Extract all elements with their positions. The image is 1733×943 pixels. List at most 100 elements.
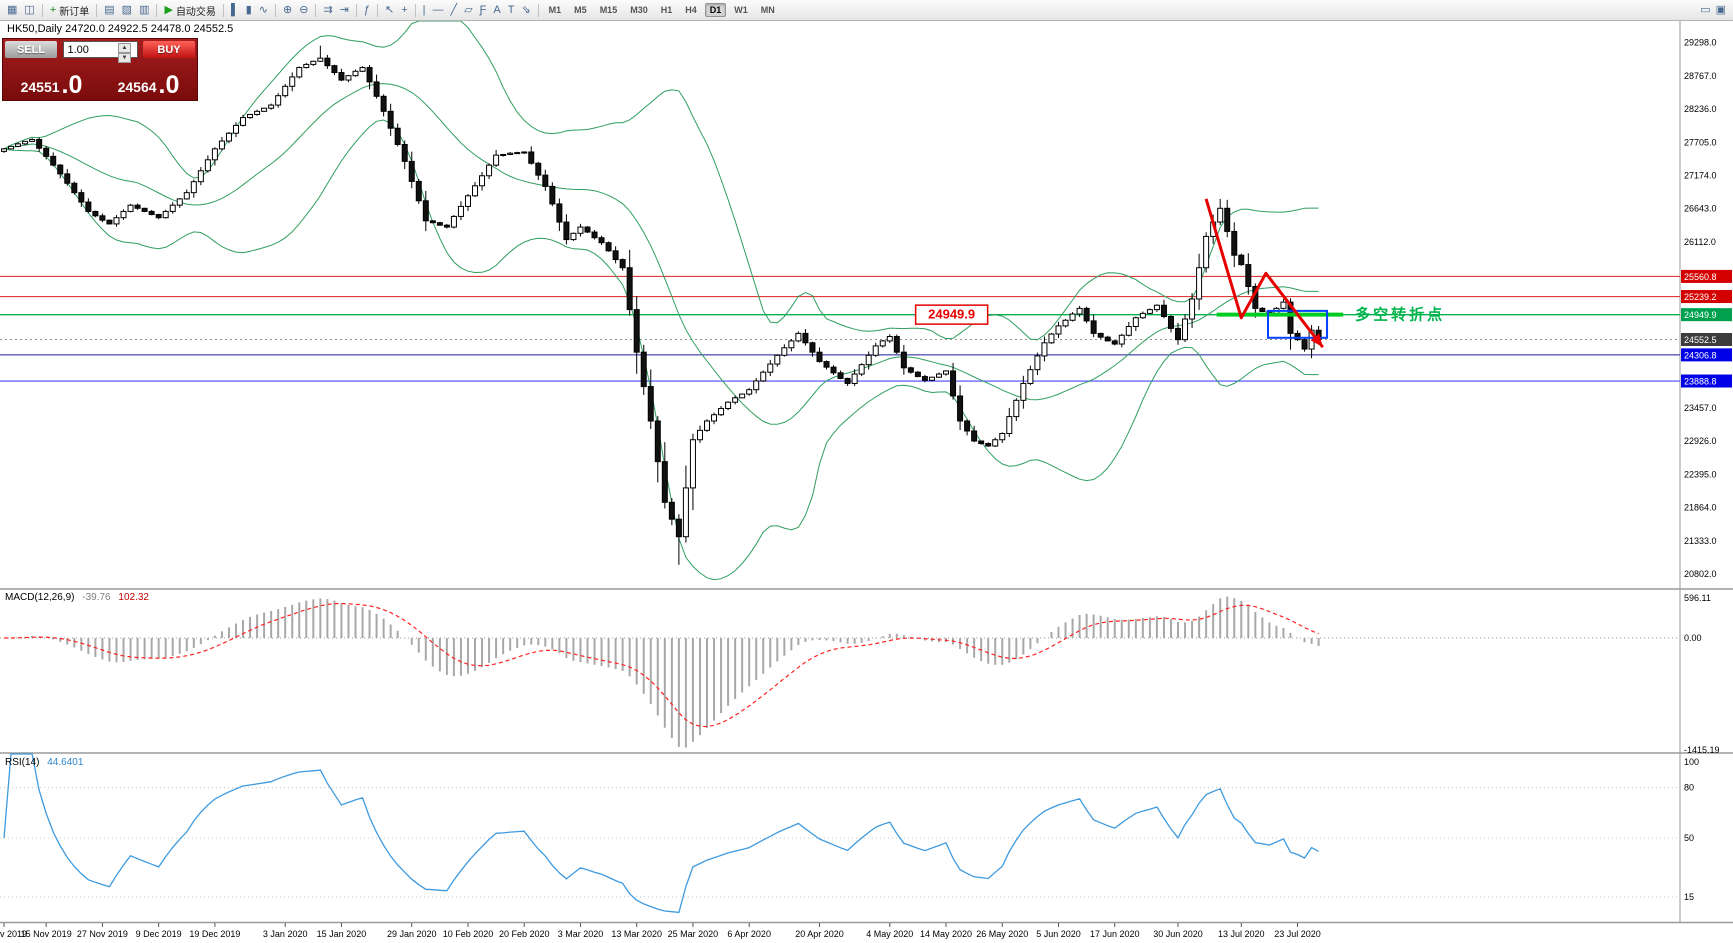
date-tick-label[interactable]: 3 Mar 2020 <box>558 929 604 939</box>
candle <box>43 147 50 157</box>
price-tag <box>1681 333 1732 346</box>
candle <box>211 148 218 161</box>
timeframe-w1-button[interactable]: W1 <box>734 5 748 15</box>
date-tick-label[interactable]: 27 Nov 2019 <box>77 929 128 939</box>
candle <box>148 210 155 216</box>
date-tick-label[interactable]: 9 Dec 2019 <box>136 929 182 939</box>
window-full-icon[interactable]: ▣ <box>1715 4 1726 16</box>
timeframe-m15-button[interactable]: M15 <box>599 5 618 15</box>
timeframe-m1-button[interactable]: M1 <box>548 5 562 15</box>
chart-shift-button[interactable]: ⇥ <box>337 2 352 18</box>
trend-arrow[interactable] <box>1204 198 1324 349</box>
arrows-tool-icon: ⇘ <box>521 4 531 16</box>
svg-text:26112.0: 26112.0 <box>1684 237 1716 247</box>
candle <box>197 170 204 183</box>
chart-profiles-button[interactable]: ◫ <box>21 2 37 18</box>
highlight-rectangle[interactable] <box>1266 309 1329 339</box>
candle <box>921 376 928 381</box>
zoom-out-button[interactable]: ⊖ <box>296 2 311 18</box>
candle <box>1118 334 1125 345</box>
date-tick-label[interactable]: 5 Jun 2020 <box>1036 929 1081 939</box>
date-tick-label[interactable]: 10 Feb 2020 <box>443 929 494 939</box>
date-tick-label[interactable]: 25 Mar 2020 <box>668 929 719 939</box>
cursor-button[interactable]: ↖ <box>382 2 397 18</box>
candle <box>457 205 464 217</box>
line-chart-mode-button[interactable]: ∿ <box>256 2 271 18</box>
date-tick-label[interactable]: 20 Apr 2020 <box>795 929 844 939</box>
date-tick-label[interactable]: 15 Nov 2019 <box>21 929 72 939</box>
label-tool-button[interactable]: T <box>505 2 518 18</box>
candle <box>1146 309 1153 314</box>
candle <box>521 151 528 154</box>
price-annotation-box[interactable] <box>914 304 989 325</box>
text-tool-button[interactable]: A <box>490 2 503 18</box>
candle <box>493 154 500 166</box>
timeframe-h4-button[interactable]: H4 <box>685 5 697 15</box>
indicators-button[interactable]: ƒ <box>361 2 373 18</box>
buy-price[interactable]: 24564 .0 <box>100 60 197 100</box>
trendline-tool-button[interactable]: ╱ <box>448 2 461 18</box>
date-tick-label[interactable]: 20 Feb 2020 <box>499 929 550 939</box>
auto-trading-button[interactable]: ▶ 自动交易 <box>161 2 218 18</box>
svg-text:27705.0: 27705.0 <box>1684 137 1717 147</box>
new-chart-button[interactable]: ▦ <box>4 2 20 18</box>
data-window-button[interactable]: ▧ <box>119 2 135 18</box>
date-tick-label[interactable]: 13 Jul 2020 <box>1218 929 1265 939</box>
date-tick-label[interactable]: 13 Mar 2020 <box>611 929 662 939</box>
date-tick-label[interactable]: 4 May 2020 <box>866 929 913 939</box>
sell-button[interactable]: SELL <box>5 41 57 58</box>
timeframe-m5-button[interactable]: M5 <box>574 5 587 15</box>
candle <box>788 340 795 349</box>
date-tick-label[interactable]: 19 Dec 2019 <box>189 929 240 939</box>
crosshair-button[interactable]: + <box>398 2 410 18</box>
candle-chart-mode-button[interactable]: ▮ <box>243 2 255 18</box>
date-tick-label[interactable]: 7 Nov 2019 <box>0 929 27 939</box>
new-order-button[interactable]: + 新订单 <box>47 2 92 18</box>
date-tick-label[interactable]: 17 Jun 2020 <box>1090 929 1140 939</box>
svg-text:26643.0: 26643.0 <box>1684 204 1717 214</box>
bar-chart-mode-button[interactable]: ▌ <box>228 2 242 18</box>
date-tick-label[interactable]: 15 Jan 2020 <box>317 929 367 939</box>
candle <box>317 57 324 62</box>
zoom-in-button[interactable]: ⊕ <box>280 2 295 18</box>
date-tick-label[interactable]: 23 Jul 2020 <box>1274 929 1321 939</box>
date-tick-label[interactable]: 6 Apr 2020 <box>727 929 771 939</box>
timeframe-m30-button[interactable]: M30 <box>630 5 648 15</box>
date-tick-label[interactable]: 14 May 2020 <box>920 929 972 939</box>
candle <box>542 174 549 187</box>
navigator-button[interactable]: ▥ <box>136 2 152 18</box>
candle <box>1287 301 1294 334</box>
candle <box>99 215 106 221</box>
candle <box>1020 382 1027 401</box>
rsi-indicator-label: RSI(14) 44.6401 <box>5 757 83 768</box>
auto-trading-label: 自动交易 <box>175 6 216 18</box>
date-tick-label[interactable]: 30 Jun 2020 <box>1153 929 1203 939</box>
candle <box>886 336 893 342</box>
date-tick-label[interactable]: 26 May 2020 <box>976 929 1028 939</box>
fibonacci-tool-button[interactable]: Ƒ <box>477 2 490 18</box>
date-tick-label[interactable]: 29 Jan 2020 <box>387 929 437 939</box>
buy-price-main: 24564 <box>117 79 157 95</box>
market-watch-button[interactable]: ▤ <box>101 2 117 18</box>
sell-price[interactable]: 24551 .0 <box>3 60 100 100</box>
channel-tool-button[interactable]: ▱ <box>461 2 475 18</box>
volume-up-button[interactable]: ▲ <box>118 43 131 53</box>
volume-down-button[interactable]: ▼ <box>118 53 131 63</box>
svg-text:24306.8: 24306.8 <box>1684 350 1717 360</box>
fibonacci-tool-icon: Ƒ <box>479 4 487 16</box>
window-tile-icon[interactable]: ▭ <box>1700 4 1711 16</box>
vertical-line-tool-button[interactable]: | <box>420 2 429 18</box>
horizontal-line-tool-button[interactable]: — <box>430 2 447 18</box>
candle <box>668 501 675 520</box>
chart-canvas[interactable]: 29298.0 28767.0 28236.0 27705.0 27174.0 26643… <box>0 20 1733 943</box>
candle <box>71 182 78 194</box>
candle <box>893 336 900 353</box>
arrows-tool-button[interactable]: ⇘ <box>518 2 533 18</box>
timeframe-h1-button[interactable]: H1 <box>660 5 673 15</box>
auto-scroll-button[interactable]: ⇉ <box>320 2 335 18</box>
timeframe-d1-button[interactable]: D1 <box>704 3 727 17</box>
macd-value-2: 102.32 <box>118 592 149 603</box>
timeframe-mn-button[interactable]: MN <box>760 5 775 15</box>
buy-button[interactable]: BUY <box>143 41 195 58</box>
date-tick-label[interactable]: 3 Jan 2020 <box>263 929 308 939</box>
